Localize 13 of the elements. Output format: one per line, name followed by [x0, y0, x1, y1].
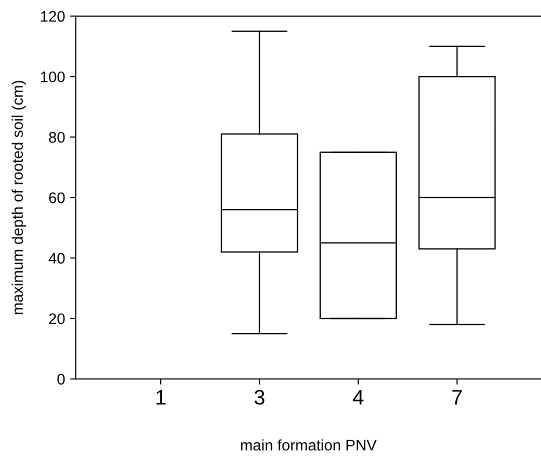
y-tick-label: 0 [57, 374, 65, 385]
y-tick-label: 40 [48, 252, 65, 264]
y-tick-label: 20 [49, 313, 65, 324]
y-tick-label: 80 [48, 132, 65, 143]
y-tick-label: 100 [41, 71, 65, 82]
x-tick-label: 7 [452, 390, 462, 404]
y-tick-label: 60 [49, 192, 65, 204]
x-tick-label: 4 [352, 390, 364, 404]
x-tick-label: 1 [156, 390, 166, 404]
y-axis-title: maximum depth of rooted soil (cm) [12, 80, 26, 314]
x-axis-title: main formation PNV [241, 439, 377, 451]
x-tick-label: 3 [254, 390, 264, 405]
y-tick-label: 120 [41, 11, 65, 22]
